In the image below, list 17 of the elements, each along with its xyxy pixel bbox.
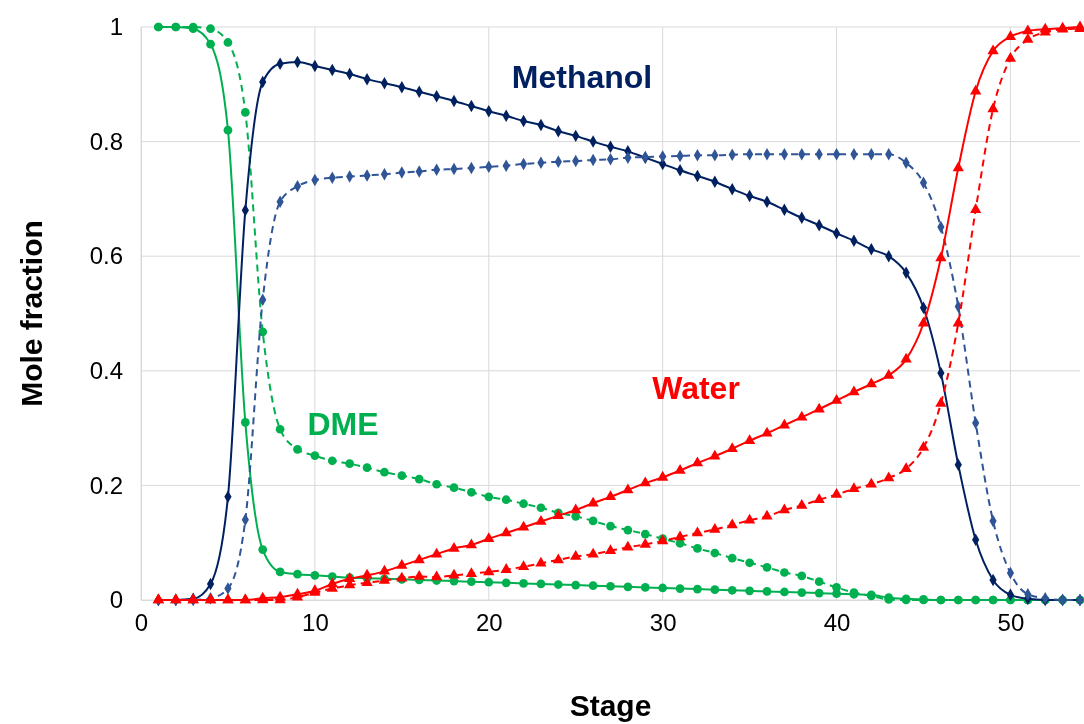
y-axis-title: Mole fraction	[15, 220, 48, 407]
x-tick-label: 10	[302, 609, 329, 637]
y-tick-label: 1	[109, 13, 123, 41]
y-tick-label: 0.4	[89, 356, 123, 384]
x-tick-label: 20	[475, 609, 503, 637]
annotation: DME	[307, 406, 379, 443]
x-tick-label: 30	[649, 609, 677, 637]
x-tick-label: 50	[997, 609, 1025, 637]
annotation: Water	[652, 370, 740, 407]
y-tick-label: 0	[109, 586, 123, 614]
y-tick-label: 0.8	[89, 127, 123, 155]
x-tick-label: 0	[134, 609, 149, 637]
x-tick-label: 40	[823, 609, 851, 637]
annotation: Methanol	[511, 59, 653, 96]
y-tick-label: 0.6	[89, 242, 123, 270]
y-tick-label: 0.2	[89, 471, 123, 499]
x-axis-title: Stage	[569, 689, 652, 722]
